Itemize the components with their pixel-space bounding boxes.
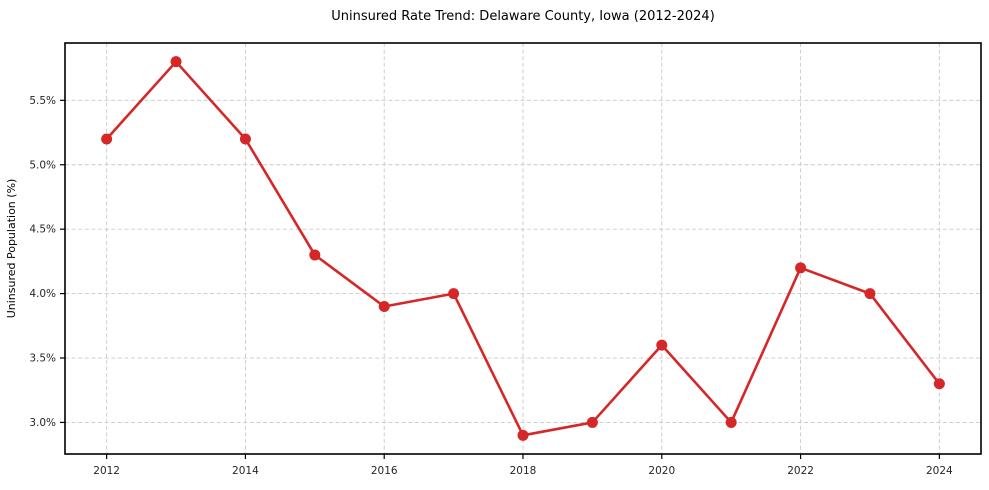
x-tick-label: 2020 [648, 465, 675, 477]
x-tick-label: 2024 [926, 465, 953, 477]
x-tick-label: 2018 [510, 465, 537, 477]
y-tick-label: 3.5% [29, 353, 56, 365]
data-point-2023 [864, 288, 876, 300]
data-point-2015 [309, 249, 321, 261]
data-point-2024 [933, 378, 945, 390]
data-point-2018 [517, 429, 529, 441]
x-tick-label: 2016 [371, 465, 398, 477]
chart-title: Uninsured Rate Trend: Delaware County, I… [331, 9, 715, 24]
data-point-2017 [448, 288, 460, 300]
x-tick-label: 2012 [93, 465, 120, 477]
y-tick-label: 5.5% [29, 95, 56, 107]
y-axis-label: Uninsured Population (%) [5, 179, 18, 319]
data-point-2012 [101, 133, 113, 145]
y-tick-label: 4.0% [29, 288, 56, 300]
y-tick-label: 5.0% [29, 159, 56, 171]
y-tick-label: 4.5% [29, 224, 56, 236]
data-point-2020 [656, 339, 668, 351]
x-tick-label: 2014 [232, 465, 259, 477]
data-point-2021 [725, 416, 737, 428]
y-tick-label: 3.0% [29, 417, 56, 429]
data-point-2014 [239, 133, 251, 145]
data-point-2016 [378, 300, 390, 312]
x-tick-label: 2022 [787, 465, 814, 477]
data-point-2022 [795, 262, 807, 274]
data-point-2013 [170, 56, 182, 68]
data-point-2019 [586, 416, 598, 428]
